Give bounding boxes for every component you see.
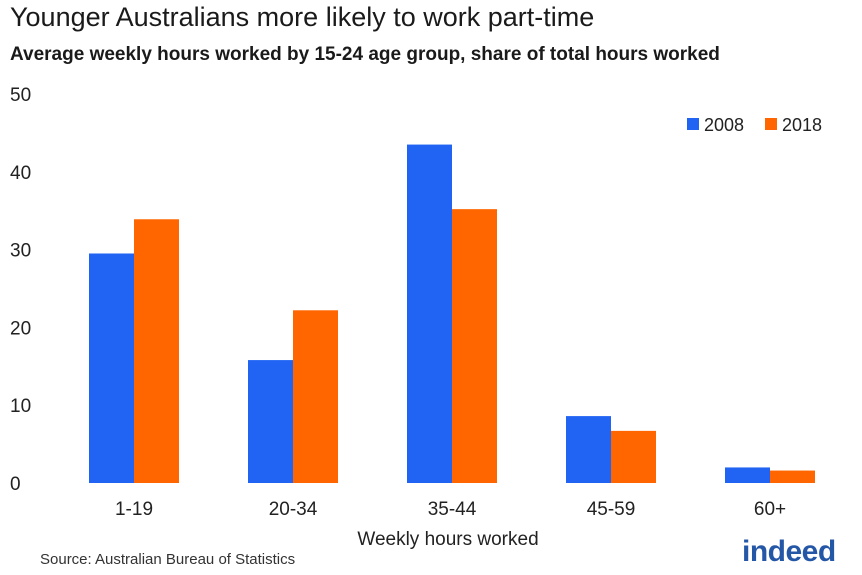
y-tick-label: 0 <box>10 474 21 495</box>
legend-label-2008: 2008 <box>704 115 744 135</box>
bar-2018-60+ <box>770 470 815 483</box>
y-axis-ticks: 0 10 20 30 40 50 <box>10 85 31 495</box>
legend: 2008 2018 <box>687 115 822 135</box>
bar-2008-1-19 <box>89 253 134 483</box>
bar-2008-60+ <box>725 467 770 483</box>
source-note: Source: Australian Bureau of Statistics <box>40 551 296 568</box>
indeed-logo: indeed <box>742 535 836 568</box>
y-tick-label: 10 <box>10 396 31 417</box>
x-tick-label: 60+ <box>754 499 786 520</box>
legend-swatch-2018 <box>765 118 777 130</box>
bar-2008-20-34 <box>248 360 293 483</box>
y-tick-label: 50 <box>10 85 31 106</box>
x-tick-label: 20-34 <box>269 499 318 520</box>
x-tick-label: 35-44 <box>428 499 477 520</box>
x-tick-label: 45-59 <box>587 499 636 520</box>
bars-group <box>89 144 815 484</box>
y-tick-label: 30 <box>10 241 31 262</box>
bar-2008-35-44 <box>407 144 452 483</box>
x-axis-ticks: 1-19 20-34 35-44 45-59 60+ <box>115 499 786 520</box>
bar-2018-1-19 <box>134 219 179 483</box>
y-tick-label: 40 <box>10 163 31 184</box>
legend-swatch-2008 <box>687 118 699 130</box>
x-axis-label: Weekly hours worked <box>357 529 538 550</box>
y-tick-label: 20 <box>10 318 31 339</box>
bar-2018-45-59 <box>611 430 656 483</box>
legend-label-2018: 2018 <box>782 115 822 135</box>
x-tick-label: 1-19 <box>115 499 153 520</box>
bar-2008-45-59 <box>566 416 611 483</box>
bar-2018-20-34 <box>293 310 338 483</box>
bar-2018-35-44 <box>452 209 497 484</box>
chart-title: Younger Australians more likely to work … <box>10 2 595 32</box>
chart-subtitle: Average weekly hours worked by 15-24 age… <box>10 44 720 65</box>
